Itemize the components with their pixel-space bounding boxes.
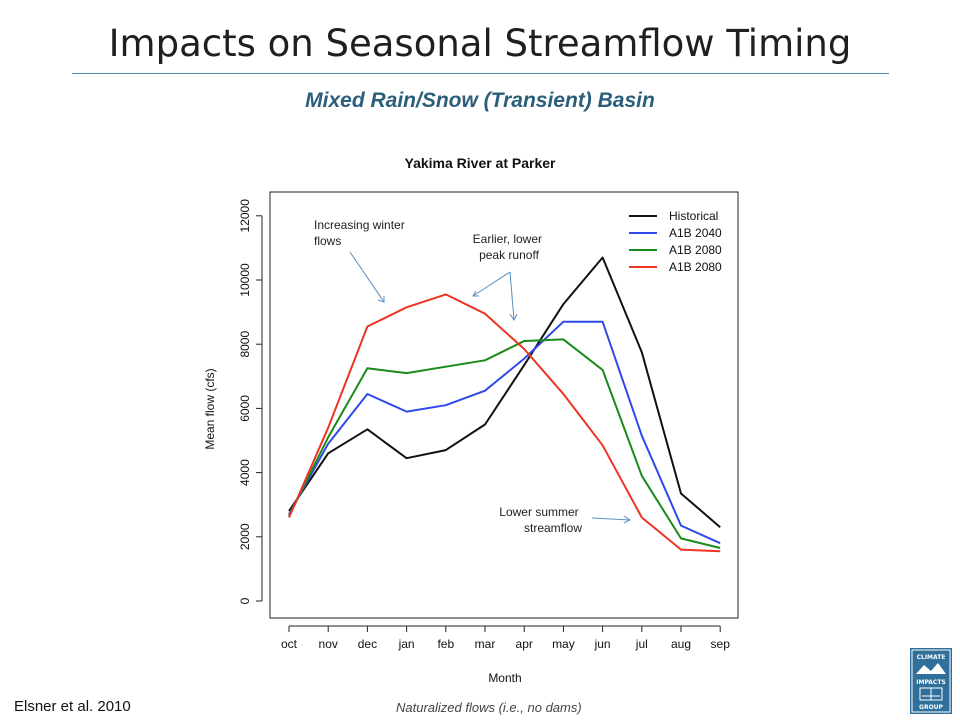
x-tick-label: apr bbox=[516, 637, 533, 651]
x-tick-label: sep bbox=[711, 637, 731, 651]
legend-label: A1B 2080 bbox=[669, 260, 722, 274]
citation: Elsner et al. 2010 bbox=[14, 698, 131, 715]
x-tick-label: jun bbox=[594, 637, 611, 651]
title-divider bbox=[72, 73, 889, 74]
arrow-summer-flow bbox=[591, 517, 631, 521]
y-tick-label: 4000 bbox=[238, 459, 252, 486]
x-tick-label: dec bbox=[358, 637, 377, 651]
x-axis-label: Month bbox=[488, 671, 521, 685]
legend-label: Historical bbox=[669, 209, 718, 223]
x-tick-label: may bbox=[552, 637, 575, 651]
slide-title: Impacts on Seasonal Streamflow Timing bbox=[108, 22, 852, 65]
annotation-winter-line-1: Increasing winter bbox=[314, 218, 405, 232]
series-line-1 bbox=[288, 256, 721, 528]
y-tick-label: 12000 bbox=[238, 199, 252, 233]
chart-title: Yakima River at Parker bbox=[405, 155, 557, 171]
arrow-peak-runoff-down bbox=[509, 271, 515, 321]
legend-label: A1B 2080 bbox=[669, 243, 722, 257]
series-line-3 bbox=[288, 338, 721, 549]
arrow-peak-runoff-down-head bbox=[509, 313, 518, 321]
x-tick-label: mar bbox=[475, 637, 496, 651]
arrow-peak-runoff-left bbox=[472, 271, 511, 297]
annotation-summer-line-2: streamflow bbox=[524, 521, 582, 535]
annotation-peak-line-2: peak runoff bbox=[479, 248, 539, 262]
logo-text-2: IMPACTS bbox=[916, 679, 946, 686]
annotation-winter-line-2: flows bbox=[314, 234, 341, 248]
legend-label: A1B 2040 bbox=[669, 226, 722, 240]
slide-subtitle: Mixed Rain/Snow (Transient) Basin bbox=[305, 89, 655, 112]
climate-impacts-group-logo: CLIMATE IMPACTS GROUP bbox=[910, 648, 952, 714]
logo-text-1: CLIMATE bbox=[917, 654, 946, 661]
arrow-peak-runoff-left-head bbox=[472, 290, 479, 297]
series-line-4 bbox=[288, 293, 721, 553]
plot-frame bbox=[269, 191, 739, 619]
annotation-summer: Lower summer streamflow bbox=[499, 505, 582, 535]
annotation-peak: Earlier, lower peak runoff bbox=[473, 232, 546, 262]
x-axis: oct nov dec jan feb mar apr may jun jul aug sep bbox=[281, 625, 731, 651]
arrow-winter-flows-head bbox=[377, 296, 385, 303]
y-tick-label: 8000 bbox=[238, 331, 252, 358]
x-tick-label: oct bbox=[281, 637, 298, 651]
y-tick-label: 2000 bbox=[238, 523, 252, 550]
logo-text-3: GROUP bbox=[919, 704, 944, 711]
arrow-summer-flow-head bbox=[623, 515, 631, 524]
y-tick-label: 10000 bbox=[238, 263, 252, 297]
x-tick-label: nov bbox=[319, 637, 338, 651]
y-axis-label: Mean flow (cfs) bbox=[203, 368, 217, 449]
y-tick-label: 6000 bbox=[238, 395, 252, 422]
annotation-peak-line-1: Earlier, lower bbox=[473, 232, 542, 246]
y-axis: 0 2000 4000 6000 8000 10000 12000 bbox=[238, 199, 263, 604]
x-tick-label: jul bbox=[635, 637, 648, 651]
footnote: Naturalized flows (i.e., no dams) bbox=[396, 700, 582, 715]
series-layer bbox=[288, 256, 721, 553]
y-tick-label: 0 bbox=[238, 597, 252, 604]
annotation-winter: Increasing winter flows bbox=[314, 218, 408, 248]
x-tick-label: aug bbox=[671, 637, 691, 651]
x-tick-label: jan bbox=[398, 637, 415, 651]
chart-legend: Historical A1B 2040 A1B 2080 A1B 2080 bbox=[629, 209, 722, 274]
series-line-2 bbox=[288, 320, 721, 545]
annotation-summer-line-1: Lower summer bbox=[499, 505, 578, 519]
arrow-winter-flows bbox=[349, 251, 385, 303]
x-tick-label: feb bbox=[437, 637, 454, 651]
